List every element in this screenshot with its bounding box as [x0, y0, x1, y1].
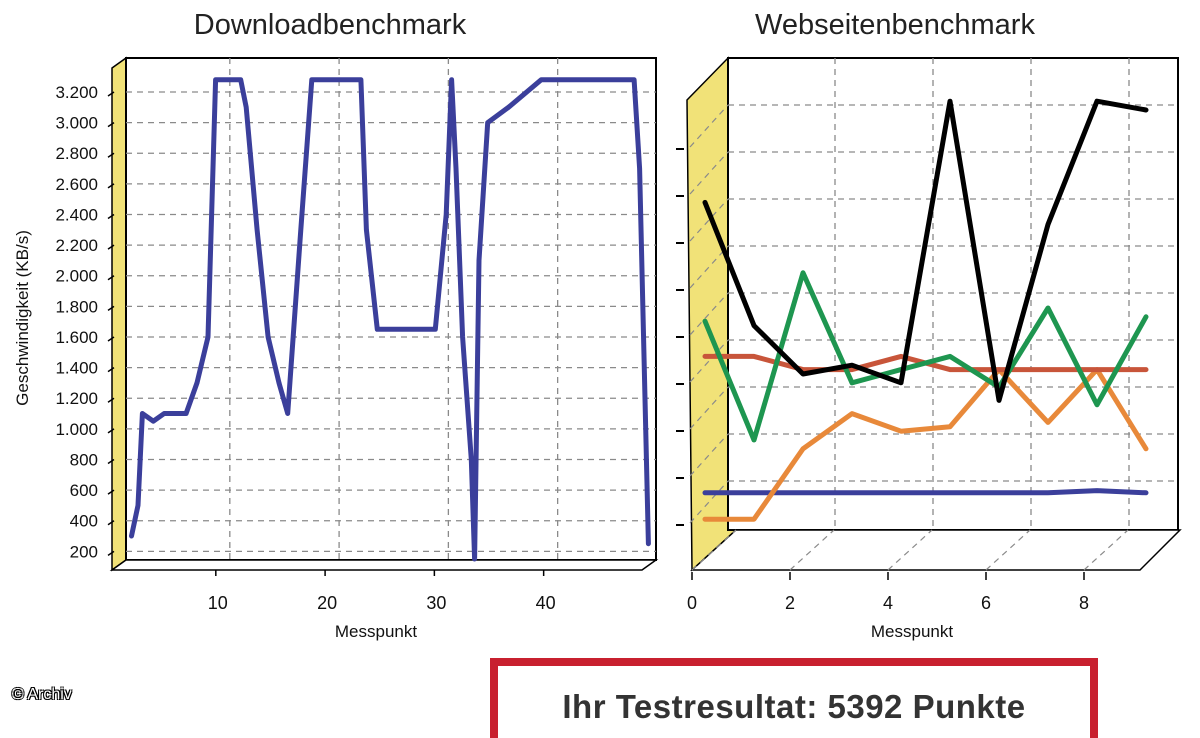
webseiten-chart-wall-gridline — [689, 151, 729, 195]
download-chart-y-tick-label: 2.800 — [55, 144, 98, 163]
test-result-box: Ihr Testresultat: 5392 Punkte — [490, 658, 1098, 738]
webseiten-chart-title: Webseitenbenchmark — [755, 9, 1035, 41]
download-chart-y-tick — [107, 152, 115, 158]
download-benchmark-chart: Downloadbenchmark 200 400 600 800 1.000 1.200… — [13, 9, 659, 641]
webseiten-chart-floor-gridline — [985, 529, 1031, 571]
download-chart-y-tick — [107, 336, 115, 342]
webseiten-series-black-line — [702, 98, 1149, 403]
download-chart-y-tick-label: 1.600 — [55, 328, 98, 347]
webseiten-chart-wall-gridline — [689, 339, 729, 383]
webseiten-chart-floor-gridline — [1083, 529, 1129, 571]
download-chart-y-tick — [107, 520, 115, 526]
webseiten-series-blue-line — [702, 488, 1149, 496]
webseiten-series-green-line — [702, 270, 1149, 443]
webseiten-chart-wall-gridline — [689, 386, 729, 430]
webseiten-chart-wall-gridline — [689, 292, 729, 336]
download-chart-y-tick — [107, 428, 115, 434]
webseiten-chart-wall-gridline — [689, 104, 729, 148]
webseiten-chart-x-tick-label: 8 — [1079, 593, 1089, 613]
download-chart-x-tick-label: 40 — [536, 593, 556, 613]
webseiten-chart-x-tick-label: 2 — [785, 593, 795, 613]
webseiten-chart-x-tick-label: 4 — [883, 593, 893, 613]
download-chart-y-tick — [107, 489, 115, 495]
download-chart-y-tick — [107, 244, 115, 250]
download-chart-y-tick-label: 2.600 — [55, 175, 98, 194]
webseiten-chart-x-tick-label: 6 — [981, 593, 991, 613]
download-chart-y-tick-label: 800 — [70, 450, 98, 469]
download-chart-y-tick-label: 1.800 — [55, 297, 98, 316]
download-chart-y-tick — [107, 183, 115, 189]
download-chart-y-tick-label: 2.200 — [55, 236, 98, 255]
download-chart-y-tick-label: 3.200 — [55, 83, 98, 102]
download-chart-y-tick-label: 200 — [70, 542, 98, 561]
download-chart-yellow-wall — [111, 56, 127, 572]
copyright-credit: © Archiv — [12, 686, 72, 703]
download-chart-x-tick-label: 30 — [426, 593, 446, 613]
download-chart-y-tick-label: 600 — [70, 481, 98, 500]
download-chart-y-tick-label: 400 — [70, 512, 98, 531]
download-chart-plot-area — [125, 57, 657, 561]
webseiten-chart-floor-gridline — [789, 529, 835, 571]
webseiten-chart-floor-gridline — [887, 529, 933, 571]
download-chart-y-tick-label: 3.000 — [55, 114, 98, 133]
download-chart-y-tick — [107, 458, 115, 465]
download-chart-y-tick — [107, 91, 115, 97]
benchmark-figure: Downloadbenchmark 2004006008001.0001.200… — [13, 9, 1182, 641]
download-chart-y-tick — [107, 397, 115, 403]
webseiten-series-orange-line — [702, 367, 1149, 522]
test-result-text: Ihr Testresultat: 5392 Punkte — [562, 688, 1026, 725]
download-chart-y-tick-label: 2.400 — [55, 205, 98, 224]
download-chart-x-tick-label: 10 — [208, 593, 228, 613]
download-chart-x-tick-label: 20 — [317, 593, 337, 613]
webseiten-chart-floor — [690, 529, 1182, 571]
webseiten-chart-x-axis-label: Messpunkt — [871, 622, 953, 641]
download-chart-y-tick — [107, 121, 115, 128]
download-chart-y-tick — [107, 366, 115, 373]
download-chart-y-tick — [107, 213, 115, 220]
download-chart-y-tick-label: 1.400 — [55, 359, 98, 378]
download-chart-y-tick — [107, 275, 115, 281]
download-speed-series-line — [129, 77, 651, 562]
webseiten-chart-wall-gridline — [689, 198, 729, 242]
webseiten-chart-wall-gridline — [689, 245, 729, 289]
webseiten-chart-wall-gridline — [689, 433, 729, 477]
download-chart-y-tick-label: 2.000 — [55, 267, 98, 286]
download-chart-y-tick-label: 1.000 — [55, 420, 98, 439]
download-chart-y-tick — [107, 550, 115, 556]
download-chart-y-tick — [107, 305, 115, 311]
webseiten-chart-x-tick-label: 0 — [687, 593, 697, 613]
webseiten-chart-floor-gridline — [691, 529, 737, 571]
download-chart-y-tick-label: 1.200 — [55, 389, 98, 408]
download-chart-y-axis-label: Geschwindigkeit (KB/s) — [13, 230, 32, 406]
webseiten-chart-wall-gridline — [689, 480, 729, 524]
download-chart-floor — [109, 559, 659, 571]
download-chart-x-axis-label: Messpunkt — [335, 622, 417, 641]
webseiten-benchmark-chart: Webseitenbenchmark 0 2 4 6 8 Messpunkt — [676, 9, 1182, 641]
download-chart-title: Downloadbenchmark — [194, 9, 467, 41]
